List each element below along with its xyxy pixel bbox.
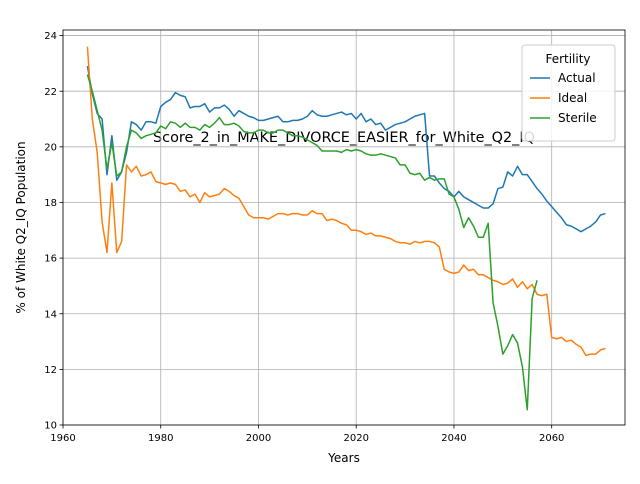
legend-items: Actual Ideal Sterile — [530, 71, 597, 125]
chart-title: Score_2_in_MAKE_DIVORCE_EASIER_for_White… — [153, 130, 535, 146]
y-tick-label: 10 — [44, 421, 57, 432]
y-tick-label: 18 — [44, 198, 57, 209]
y-tick-label: 12 — [44, 365, 57, 376]
series-line-actual — [86, 66, 606, 233]
x-axis-ticks: 1960 1980 2000 2020 2040 2060 — [50, 425, 564, 444]
legend: Fertility Actual Ideal Sterile — [521, 44, 616, 142]
y-tick-label: 20 — [44, 142, 57, 153]
series-lines — [86, 46, 606, 411]
x-tick-label: 2040 — [441, 433, 466, 444]
plot-frame — [62, 29, 626, 426]
x-tick-label: 1960 — [50, 433, 75, 444]
y-tick-label: 22 — [44, 87, 57, 98]
x-tick-label: 2060 — [539, 433, 564, 444]
legend-box — [521, 44, 616, 142]
x-tick-label: 2020 — [343, 433, 368, 444]
legend-label-sterile: Sterile — [558, 111, 597, 125]
y-axis-label: % of White Q2_IQ Population — [14, 141, 28, 313]
y-axis-ticks: 10 12 14 16 18 20 22 24 — [44, 31, 63, 432]
legend-label-actual: Actual — [558, 71, 596, 85]
series-line-ideal — [86, 46, 606, 357]
legend-title: Fertility — [545, 52, 590, 66]
x-axis-label: Years — [327, 451, 360, 465]
x-tick-label: 1980 — [148, 433, 173, 444]
y-tick-label: 14 — [44, 309, 57, 320]
series-line-sterile — [86, 74, 538, 411]
legend-label-ideal: Ideal — [558, 91, 587, 105]
y-tick-label: 16 — [44, 254, 57, 265]
y-tick-label: 24 — [44, 31, 57, 42]
x-tick-label: 2000 — [246, 433, 271, 444]
